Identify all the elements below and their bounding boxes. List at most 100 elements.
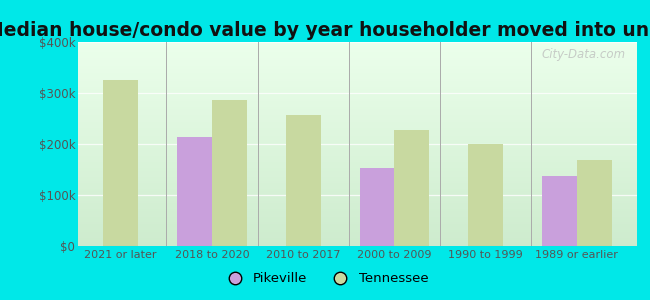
Bar — [78, 138, 637, 140]
Bar — [78, 221, 637, 224]
Bar — [78, 211, 637, 213]
Bar — [78, 60, 637, 62]
Bar — [78, 42, 637, 44]
Bar — [78, 169, 637, 170]
Bar — [78, 134, 637, 136]
Bar — [78, 228, 637, 230]
Bar — [78, 101, 637, 103]
Bar — [78, 83, 637, 85]
Bar — [78, 167, 637, 169]
Bar — [360, 169, 395, 246]
Bar — [78, 236, 637, 238]
Bar — [78, 77, 637, 79]
Bar — [78, 215, 637, 217]
Bar — [78, 95, 637, 97]
Bar — [78, 119, 637, 122]
Bar — [78, 109, 637, 111]
Bar — [78, 58, 637, 60]
Bar — [103, 80, 138, 246]
Bar — [78, 154, 637, 156]
Bar — [78, 144, 637, 146]
Bar — [78, 73, 637, 75]
Bar — [78, 240, 637, 242]
Bar — [78, 81, 637, 83]
Bar — [78, 44, 637, 46]
Bar — [78, 64, 637, 67]
Bar — [78, 181, 637, 183]
Bar — [78, 207, 637, 209]
Bar — [78, 218, 637, 220]
Legend: Pikeville, Tennessee: Pikeville, Tennessee — [216, 267, 434, 290]
Bar — [78, 91, 637, 93]
Bar — [78, 111, 637, 113]
Bar — [78, 54, 637, 56]
Bar — [78, 116, 637, 118]
Bar — [78, 132, 637, 134]
Text: Median house/condo value by year householder moved into unit: Median house/condo value by year househo… — [0, 21, 650, 40]
Bar — [542, 176, 577, 246]
Bar — [78, 193, 637, 195]
Bar — [78, 197, 637, 199]
Bar — [78, 172, 637, 175]
Bar — [78, 46, 637, 48]
Bar — [395, 130, 429, 246]
Bar — [78, 230, 637, 232]
Bar — [78, 242, 637, 244]
Bar — [78, 85, 637, 87]
Bar — [78, 183, 637, 185]
Bar — [78, 103, 637, 105]
Bar — [78, 68, 637, 70]
Bar — [78, 226, 637, 228]
Bar — [78, 89, 637, 91]
Bar — [78, 50, 637, 52]
Bar — [177, 137, 212, 246]
Bar — [78, 203, 637, 205]
Bar — [78, 164, 637, 166]
Bar — [78, 128, 637, 130]
Bar — [78, 162, 637, 164]
Bar — [78, 148, 637, 150]
Bar — [286, 115, 320, 246]
Bar — [78, 62, 637, 64]
Bar — [78, 130, 637, 132]
Bar — [78, 156, 637, 158]
Bar — [78, 48, 637, 50]
Text: City-Data.com: City-Data.com — [541, 48, 626, 61]
Bar — [78, 97, 637, 99]
Bar — [78, 99, 637, 101]
Bar — [78, 213, 637, 215]
Bar — [78, 201, 637, 203]
Bar — [78, 140, 637, 142]
Bar — [78, 79, 637, 81]
Bar — [78, 105, 637, 107]
Bar — [78, 70, 637, 73]
Bar — [78, 175, 637, 177]
Bar — [78, 146, 637, 148]
Bar — [212, 100, 246, 246]
Bar — [78, 195, 637, 197]
Bar — [78, 179, 637, 181]
Bar — [78, 199, 637, 201]
Bar — [78, 118, 637, 119]
Bar — [78, 142, 637, 144]
Bar — [469, 144, 503, 246]
Bar — [78, 205, 637, 207]
Bar — [78, 238, 637, 240]
Bar — [78, 220, 637, 221]
Bar — [577, 160, 612, 246]
Bar — [78, 136, 637, 138]
Bar — [78, 52, 637, 54]
Bar — [78, 56, 637, 58]
Bar — [78, 191, 637, 193]
Bar — [78, 67, 637, 68]
Bar — [78, 170, 637, 172]
Bar — [78, 152, 637, 154]
Bar — [78, 113, 637, 116]
Bar — [78, 244, 637, 246]
Bar — [78, 232, 637, 234]
Bar — [78, 107, 637, 109]
Bar — [78, 150, 637, 152]
Bar — [78, 189, 637, 191]
Bar — [78, 160, 637, 162]
Bar — [78, 75, 637, 77]
